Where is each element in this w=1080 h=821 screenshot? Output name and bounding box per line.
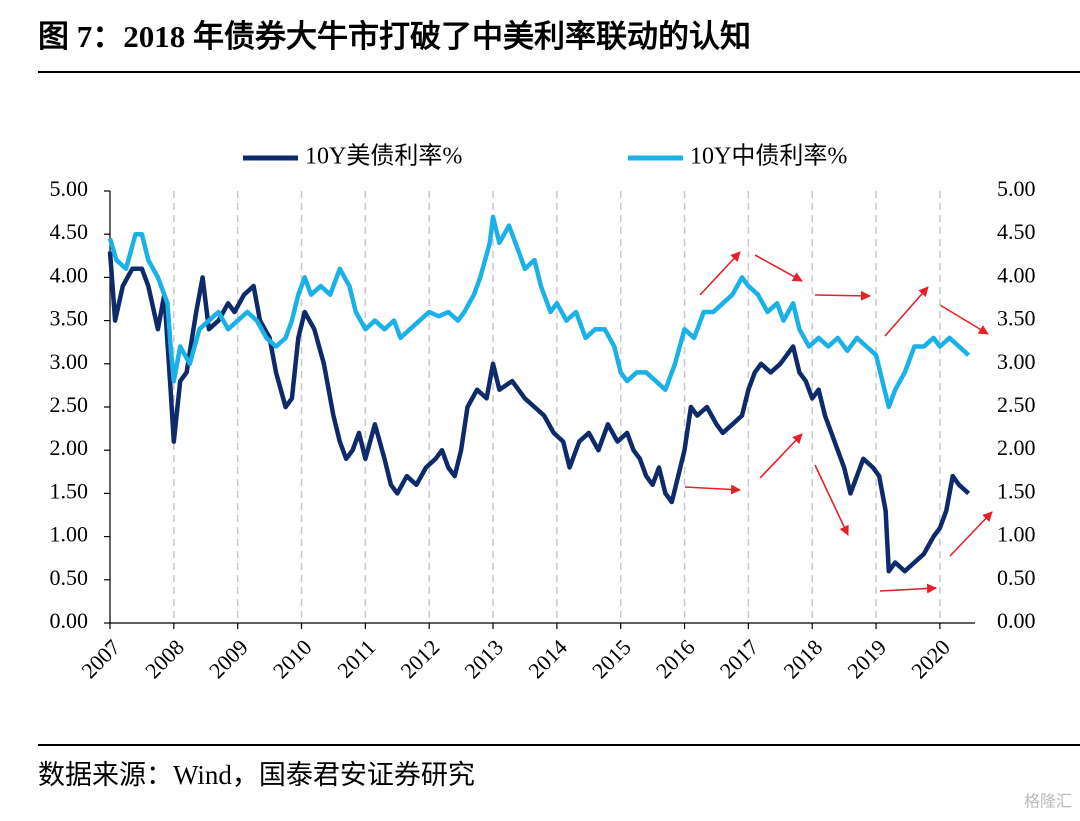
x-tick-label: 2019 — [842, 634, 891, 683]
y-tick-label: 3.50 — [50, 306, 89, 331]
y2-tick-label: 0.00 — [997, 608, 1036, 633]
x-tick-label: 2020 — [906, 634, 955, 683]
y2-tick-label: 2.50 — [997, 392, 1036, 417]
x-tick-label: 2007 — [76, 634, 125, 683]
x-tick-label: 2016 — [651, 634, 700, 683]
x-tick-label: 2018 — [779, 634, 828, 683]
annotation-arrows — [684, 251, 993, 594]
x-tick-label: 2015 — [587, 634, 636, 683]
x-tick-label: 2009 — [204, 634, 253, 683]
x-tick-label: 2012 — [396, 634, 445, 683]
x-tick-label: 2014 — [523, 634, 572, 683]
series-line — [107, 214, 971, 410]
y-tick-label: 1.00 — [50, 522, 89, 547]
y-tick-label: 0.00 — [50, 608, 89, 633]
legend-label: 10Y中债利率% — [690, 143, 847, 170]
y2-tick-label: 3.00 — [997, 349, 1036, 374]
y-tick-label: 5.00 — [50, 176, 89, 201]
y-tick-label: 2.00 — [50, 435, 89, 460]
y2-tick-label: 0.50 — [997, 565, 1036, 590]
y2-tick-label: 3.50 — [997, 306, 1036, 331]
y2-tick-label: 5.00 — [997, 176, 1036, 201]
legend-label: 10Y美债利率% — [305, 143, 462, 170]
x-tick-label: 2011 — [332, 634, 380, 682]
series-line — [107, 251, 971, 574]
y2-tick-label: 4.00 — [997, 262, 1036, 287]
y2-tick-label: 4.50 — [997, 219, 1036, 244]
y-tick-label: 2.50 — [50, 392, 89, 417]
x-tick-label: 2017 — [715, 634, 764, 683]
y-tick-label: 3.00 — [50, 349, 89, 374]
y2-tick-label: 2.00 — [997, 435, 1036, 460]
y-tick-label: 4.00 — [50, 262, 89, 287]
x-tick-label: 2008 — [140, 634, 189, 683]
y-tick-label: 1.50 — [50, 478, 89, 503]
watermark: 格隆汇 — [1024, 792, 1072, 811]
x-tick-label: 2013 — [459, 634, 508, 683]
y-tick-label: 4.50 — [50, 219, 89, 244]
y2-tick-label: 1.00 — [997, 522, 1036, 547]
y-tick-label: 0.50 — [50, 565, 89, 590]
chart-title: 图 7：2018 年债券大牛市打破了中美利率联动的认知 — [38, 19, 751, 54]
y2-tick-label: 1.50 — [997, 478, 1036, 503]
x-tick-label: 2010 — [268, 634, 317, 683]
source-note: 数据来源：Wind，国泰君安证券研究 — [38, 760, 475, 790]
